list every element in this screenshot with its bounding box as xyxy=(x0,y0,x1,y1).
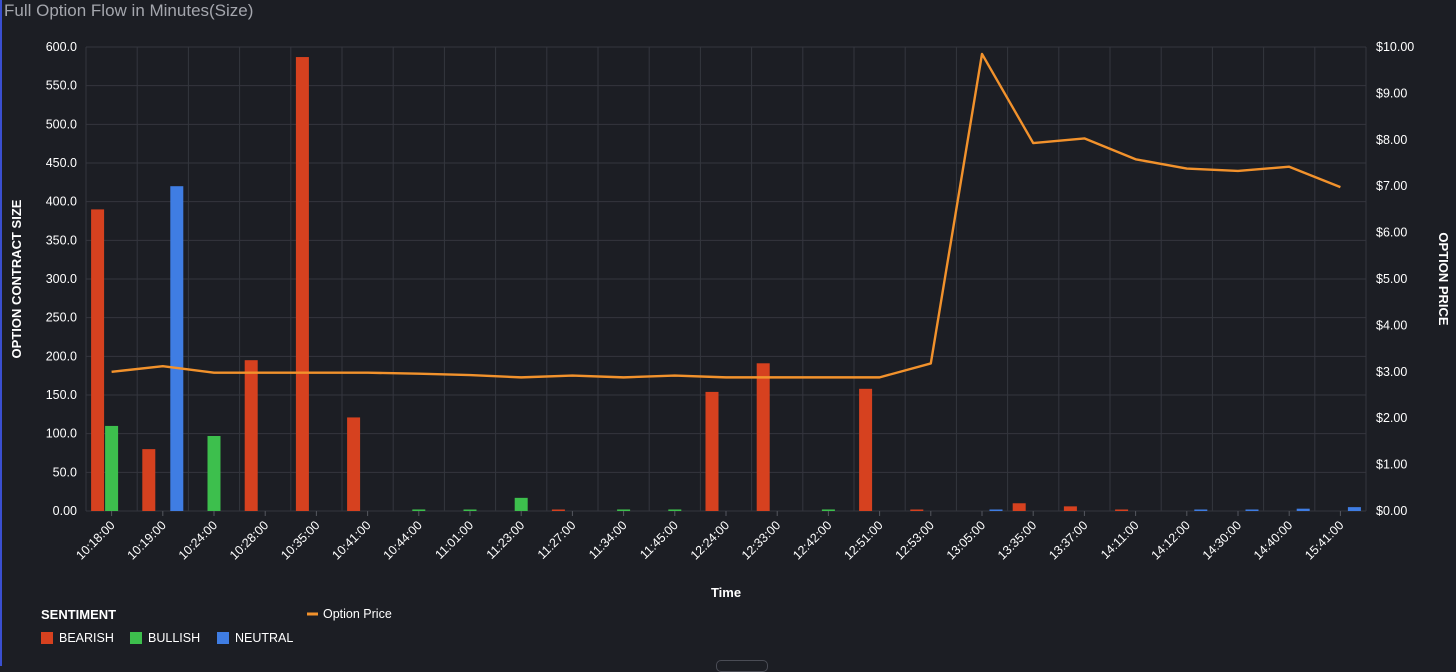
bar-neutral[interactable] xyxy=(1245,509,1259,512)
y2-axis-title: OPTION PRICE xyxy=(1436,232,1451,326)
y-tick-label: 350.0 xyxy=(46,233,77,247)
x-tick-label: 13:35:00 xyxy=(995,518,1039,562)
x-tick-label: 10:44:00 xyxy=(381,518,425,562)
x-tick-label: 11:23:00 xyxy=(484,518,528,562)
x-axis-ticks: 10:18:00 10:19:00 10:24:00 10:28:00 10:35:00… xyxy=(73,511,1347,563)
scroll-handle[interactable] xyxy=(716,660,768,672)
bar-bearish[interactable] xyxy=(1063,506,1077,511)
x-tick-label: 15:41:00 xyxy=(1302,518,1346,562)
bar-bullish[interactable] xyxy=(617,509,631,511)
bar-bearish[interactable] xyxy=(756,363,770,511)
x-tick-label: 11:27:00 xyxy=(535,518,579,562)
bar-bullish[interactable] xyxy=(514,497,528,511)
bar-bearish[interactable] xyxy=(859,388,873,511)
x-tick-label: 10:24:00 xyxy=(176,518,220,562)
y-tick-label: 400.0 xyxy=(46,195,77,209)
bar-neutral[interactable] xyxy=(1194,509,1208,512)
x-tick-label: 10:41:00 xyxy=(329,518,373,562)
x-tick-label: 13:05:00 xyxy=(944,518,988,562)
y-axis-title: OPTION CONTRACT SIZE xyxy=(9,199,24,358)
legend-label-bullish: BULLISH xyxy=(148,631,200,645)
y2-tick-label: $0.00 xyxy=(1376,504,1407,518)
bar-bearish[interactable] xyxy=(1012,503,1026,511)
x-tick-label: 14:30:00 xyxy=(1200,518,1244,562)
y2-tick-label: $4.00 xyxy=(1376,318,1407,332)
x-tick-label: 10:19:00 xyxy=(125,518,169,562)
y2-tick-label: $3.00 xyxy=(1376,365,1407,379)
bar-bearish[interactable] xyxy=(142,449,156,511)
bar-bullish[interactable] xyxy=(207,435,221,511)
bar-bearish[interactable] xyxy=(347,417,361,511)
y-tick-label: 550.0 xyxy=(46,79,77,93)
bar-neutral[interactable] xyxy=(989,509,1003,512)
bar-bearish[interactable] xyxy=(295,57,309,511)
legend-label-neutral: NEUTRAL xyxy=(235,631,293,645)
y-tick-label: 100.0 xyxy=(46,427,77,441)
legend: SENTIMENT BEARISH BULLISH NEUTRAL Option Pr… xyxy=(41,607,392,645)
y2-tick-label: $7.00 xyxy=(1376,179,1407,193)
y-tick-label: 600.0 xyxy=(46,40,77,54)
y2-tick-label: $9.00 xyxy=(1376,86,1407,100)
bar-bullish[interactable] xyxy=(105,425,119,511)
bar-bullish[interactable] xyxy=(821,509,835,511)
x-tick-label: 12:53:00 xyxy=(893,518,937,562)
bar-bullish[interactable] xyxy=(412,509,426,511)
bar-neutral[interactable] xyxy=(1347,507,1361,511)
legend-label-bearish: BEARISH xyxy=(59,631,114,645)
y2-tick-label: $10.00 xyxy=(1376,40,1414,54)
x-tick-label: 10:28:00 xyxy=(227,518,271,562)
y-tick-label: 500.0 xyxy=(46,117,77,131)
y2-axis-ticks: $0.00 $1.00 $2.00 $3.00 $4.00 $5.00 $6.00 $7.00… xyxy=(1376,40,1414,518)
legend-swatch-bearish xyxy=(41,632,53,644)
bar-bearish[interactable] xyxy=(551,509,565,512)
y-tick-label: 0.00 xyxy=(53,504,77,518)
window-left-edge xyxy=(0,0,2,666)
bar-bearish[interactable] xyxy=(705,391,719,511)
y-tick-label: 50.0 xyxy=(53,465,77,479)
y2-tick-label: $5.00 xyxy=(1376,272,1407,286)
bar-bearish[interactable] xyxy=(910,509,924,512)
x-tick-label: 12:33:00 xyxy=(739,518,783,562)
bars xyxy=(91,57,1361,511)
x-tick-label: 10:18:00 xyxy=(73,518,117,562)
y2-tick-label: $6.00 xyxy=(1376,226,1407,240)
page-title: Full Option Flow in Minutes(Size) xyxy=(4,1,254,20)
y2-tick-label: $2.00 xyxy=(1376,411,1407,425)
x-tick-label: 14:11:00 xyxy=(1098,518,1142,562)
bar-neutral[interactable] xyxy=(170,186,184,511)
x-tick-label: 12:24:00 xyxy=(688,518,732,562)
bar-bearish[interactable] xyxy=(91,209,105,511)
x-tick-label: 13:37:00 xyxy=(1046,518,1090,562)
x-tick-label: 14:12:00 xyxy=(1149,518,1193,562)
y-tick-label: 250.0 xyxy=(46,311,77,325)
option-price-line[interactable] xyxy=(111,52,1341,379)
y-tick-label: 150.0 xyxy=(46,388,77,402)
grid xyxy=(85,46,1367,512)
x-tick-label: 12:42:00 xyxy=(790,518,834,562)
y2-tick-label: $1.00 xyxy=(1376,458,1407,472)
y-tick-label: 450.0 xyxy=(46,156,77,170)
x-tick-label: 12:51:00 xyxy=(841,518,885,562)
bar-bullish[interactable] xyxy=(668,509,682,511)
legend-label-option-price: Option Price xyxy=(323,607,392,621)
x-tick-label: 11:01:00 xyxy=(432,518,476,562)
bar-neutral[interactable] xyxy=(1296,508,1310,511)
bar-bullish[interactable] xyxy=(463,509,477,512)
y-tick-label: 200.0 xyxy=(46,349,77,363)
legend-title: SENTIMENT xyxy=(41,607,116,622)
legend-swatch-neutral xyxy=(217,632,229,644)
y-axis-ticks: 0.00 50.0 100.0 150.0 200.0 250.0 300.0 350.0 40… xyxy=(46,40,77,518)
x-tick-label: 10:35:00 xyxy=(278,518,322,562)
bar-bearish[interactable] xyxy=(244,360,258,511)
x-tick-label: 11:34:00 xyxy=(586,518,630,562)
y2-tick-label: $8.00 xyxy=(1376,133,1407,147)
x-axis-title: Time xyxy=(711,585,741,600)
line-layer xyxy=(111,52,1341,379)
legend-swatch-bullish xyxy=(130,632,142,644)
x-tick-label: 11:45:00 xyxy=(637,518,681,562)
y-tick-label: 300.0 xyxy=(46,272,77,286)
bar-bearish[interactable] xyxy=(1115,509,1129,512)
x-tick-label: 14:40:00 xyxy=(1251,518,1295,562)
